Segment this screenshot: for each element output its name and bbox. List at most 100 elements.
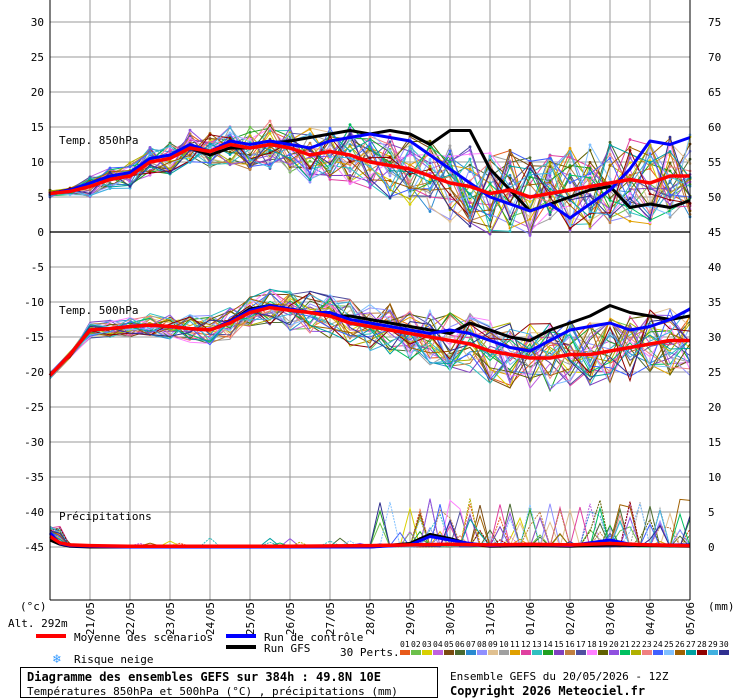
pert-label: 13 bbox=[532, 640, 542, 649]
member-850-point bbox=[668, 215, 672, 219]
member-850-point bbox=[408, 202, 412, 206]
member-500-line bbox=[49, 294, 691, 379]
member-850-point bbox=[408, 163, 412, 167]
y-right-tick: 10 bbox=[708, 471, 721, 484]
member-850-point bbox=[548, 162, 552, 165]
member-850-point bbox=[408, 192, 412, 196]
member-850-point bbox=[408, 172, 412, 176]
member-850-point bbox=[188, 160, 192, 164]
member-850-point bbox=[108, 187, 112, 190]
member-850-point bbox=[568, 226, 572, 230]
x-tick-label: 05/06 bbox=[684, 602, 697, 635]
member-850-point bbox=[588, 215, 592, 219]
pert-swatch bbox=[631, 650, 641, 655]
member-850-point bbox=[168, 160, 172, 164]
pert-label: 08 bbox=[477, 640, 487, 649]
member-850-point bbox=[648, 167, 652, 170]
snowflake-icon: ❄ bbox=[52, 652, 61, 667]
member-850-point bbox=[228, 153, 232, 156]
member-850-point bbox=[428, 161, 432, 165]
member-850-point bbox=[428, 188, 432, 192]
member-850-point bbox=[368, 168, 372, 172]
member-850-point bbox=[528, 175, 532, 179]
member-850-point bbox=[668, 187, 672, 191]
member-850-point bbox=[388, 188, 392, 192]
x-tick-label: 31/05 bbox=[484, 602, 497, 635]
member-850-point bbox=[288, 152, 292, 156]
legend-mean-label: Moyenne des scénarios bbox=[74, 631, 213, 644]
member-850-point bbox=[348, 179, 352, 183]
legend-control-label: Run de contrôle bbox=[264, 631, 363, 644]
member-850-point bbox=[468, 224, 472, 228]
y-right-tick: 55 bbox=[708, 156, 721, 169]
member-850-point bbox=[628, 161, 632, 165]
member-850-point bbox=[628, 188, 632, 191]
member-850-point bbox=[268, 123, 272, 127]
member-850-point bbox=[368, 151, 372, 154]
member-850-point bbox=[428, 149, 432, 152]
panel-label-850: Temp. 850hPa bbox=[59, 134, 138, 147]
pert-label: 25 bbox=[664, 640, 674, 649]
member-850-point bbox=[468, 157, 472, 161]
member-850-point bbox=[488, 160, 492, 164]
y-right-tick: 50 bbox=[708, 191, 721, 204]
member-850-point bbox=[548, 171, 552, 175]
member-850-point bbox=[368, 185, 372, 189]
member-500-line bbox=[49, 290, 691, 387]
main-series bbox=[48, 129, 691, 549]
member-850-point bbox=[428, 178, 432, 182]
pert-swatch bbox=[499, 650, 509, 655]
member-850-point bbox=[288, 133, 292, 136]
member-850-point bbox=[508, 164, 512, 168]
member-850-point bbox=[448, 203, 452, 206]
member-850-point bbox=[488, 232, 492, 236]
x-tick-label: 01/06 bbox=[524, 602, 537, 635]
member-850-point bbox=[288, 126, 292, 130]
member-850-point bbox=[488, 208, 492, 212]
member-850-point bbox=[388, 169, 392, 173]
y-right-tick: 0 bbox=[708, 541, 715, 554]
pert-label: 03 bbox=[422, 640, 432, 649]
member-850-point bbox=[408, 197, 412, 201]
pert-label: 26 bbox=[675, 640, 685, 649]
y-left-tick: -40 bbox=[24, 506, 44, 519]
member-850-point bbox=[208, 157, 212, 160]
member-850-point bbox=[448, 186, 452, 190]
member-850-point bbox=[628, 197, 632, 200]
member-850-point bbox=[388, 140, 392, 144]
member-850-point bbox=[648, 144, 652, 147]
member-850-point bbox=[608, 215, 612, 219]
altitude-label: Alt. 292m bbox=[8, 617, 68, 630]
unit-right: (mm) bbox=[708, 600, 735, 613]
pert-label: 24 bbox=[653, 640, 663, 649]
pert-label: 10 bbox=[499, 640, 509, 649]
x-tick-label: 30/05 bbox=[444, 602, 457, 635]
member-850-point bbox=[268, 158, 272, 162]
member-500-line bbox=[49, 288, 691, 379]
member-850-point bbox=[328, 155, 332, 159]
member-850-point bbox=[548, 213, 552, 217]
member-850-point bbox=[188, 134, 192, 138]
pert-swatch bbox=[620, 650, 630, 655]
member-850-point bbox=[508, 222, 512, 226]
member-850-point bbox=[368, 177, 372, 181]
member-850-point bbox=[648, 184, 652, 188]
member-850-point bbox=[568, 229, 572, 232]
member-850-point bbox=[648, 152, 652, 156]
member-850-point bbox=[168, 149, 172, 153]
pert-swatch bbox=[675, 650, 685, 655]
y-left-tick: 15 bbox=[31, 121, 44, 134]
member-850-point bbox=[348, 149, 352, 153]
y-right-tick: 65 bbox=[708, 86, 721, 99]
member-850-point bbox=[668, 135, 672, 139]
member-850-point bbox=[668, 203, 672, 206]
member-850-point bbox=[628, 214, 632, 218]
x-tick-label: 23/05 bbox=[164, 602, 177, 635]
member-850-point bbox=[528, 173, 532, 177]
member-850-point bbox=[628, 173, 632, 177]
y-left-tick: 10 bbox=[31, 156, 44, 169]
member-850-point bbox=[228, 126, 232, 129]
member-850-point bbox=[488, 174, 492, 178]
x-tick-label: 22/05 bbox=[124, 602, 137, 635]
